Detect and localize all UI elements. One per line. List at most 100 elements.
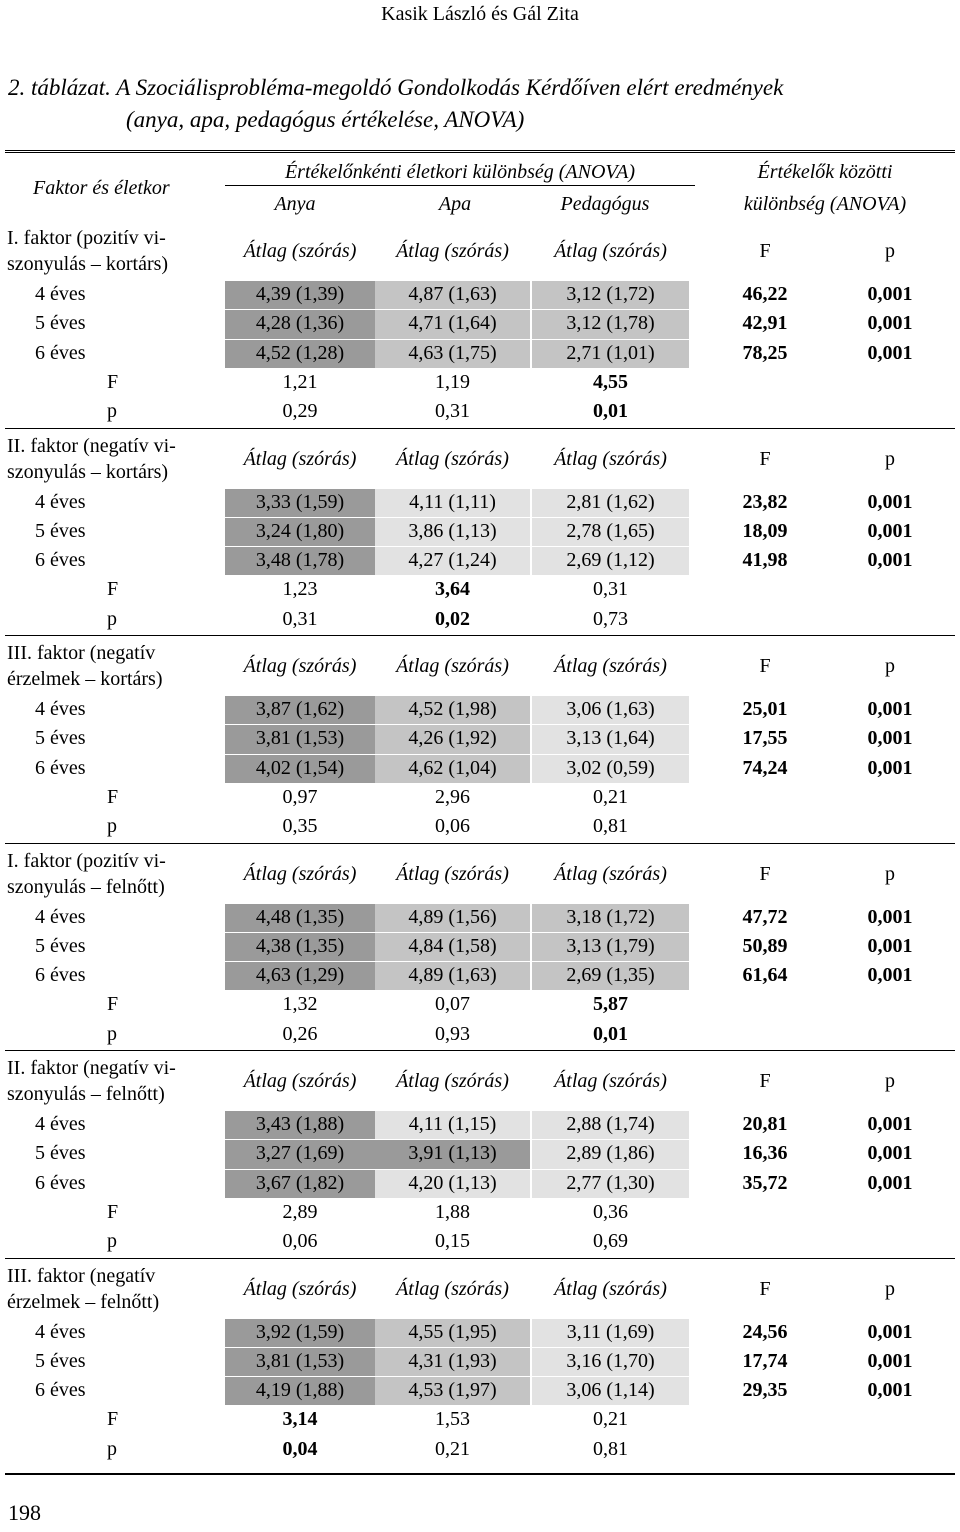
value-cell-shade [532,725,689,754]
page-number: 198 [8,1500,41,1525]
value-cell-shade [532,1169,689,1198]
value-cell-shade [225,1169,375,1198]
mean-sd-pedagogus: 3,06 (1,63) [566,698,655,720]
age-label: 4 éves [35,283,86,305]
section-title-line2: érzelmek – felnőtt) [7,1290,160,1313]
value-cell-shade [375,547,530,576]
subheader-mean-pedagogus: Átlag (szórás) [554,1070,667,1092]
stat-label-p: p [107,815,117,838]
age-label: 4 éves [35,698,86,720]
section-title-line1: II. faktor (negatív vi- [7,1057,176,1079]
mean-sd-anya: 4,28 (1,36) [255,312,345,335]
value-cell-shade [225,310,375,339]
value-cell-shade [532,1377,689,1406]
stat-label-p: p [107,1230,117,1253]
subheader-mean-apa: Átlag (szórás) [396,240,509,262]
stat-label-F: F [107,993,119,1016]
value-cell-shade [375,339,530,368]
mean-sd-pedagogus: 2,88 (1,74) [566,1113,655,1135]
within-F-pedagogus: 0,36 [593,1200,628,1223]
value-cell-shade [532,962,689,991]
between-p-value: 0,001 [867,727,913,750]
subheader-mean-pedagogus: Átlag (szórás) [554,1277,667,1300]
subheader-mean-anya: Átlag (szórás) [243,655,357,677]
age-label: 6 éves [35,341,86,364]
within-F-pedagogus: 0,31 [593,578,628,601]
value-cell-shade [225,1347,375,1377]
stat-label-F: F [107,370,119,393]
subheader-p: p [885,240,895,262]
mean-sd-apa: 3,91 (1,13) [408,1142,497,1165]
mean-sd-pedagogus: 2,69 (1,35) [566,964,655,987]
between-p-value: 0,001 [867,964,913,987]
stat-label-F: F [107,1200,119,1223]
mean-sd-anya: 3,24 (1,80) [255,519,345,542]
value-cell-shade [375,488,530,517]
between-F-value: 17,55 [742,727,788,750]
mean-sd-anya: 3,33 (1,59) [255,490,345,513]
within-F-pedagogus: 0,21 [593,785,628,808]
stat-label-p: p [107,1022,117,1045]
value-cell-shade [375,1377,530,1406]
mean-sd-apa: 4,52 (1,98) [408,698,497,720]
mean-sd-pedagogus: 2,81 (1,62) [566,490,655,513]
mean-sd-anya: 4,19 (1,88) [255,1379,345,1402]
subheader-mean-pedagogus: Átlag (szórás) [554,447,667,470]
running-header: Kasik László és Gál Zita [381,3,579,25]
caption-number: 2. táblázat. [8,75,111,100]
subheader-mean-apa: Átlag (szórás) [396,1277,509,1300]
section-divider [5,1050,955,1051]
age-label: 5 éves [35,1142,86,1165]
between-F-value: 50,89 [742,934,788,957]
mean-sd-pedagogus: 3,12 (1,78) [566,312,655,335]
age-label: 6 éves [35,756,86,779]
mean-sd-anya: 4,02 (1,54) [255,756,345,779]
value-cell-shade [225,1377,375,1406]
between-F-value: 74,24 [742,756,788,779]
col-header-anya: Anya [274,193,316,215]
mean-sd-apa: 4,84 (1,58) [408,934,497,957]
between-F-value: 24,56 [742,1320,788,1343]
value-cell-shade [225,754,375,783]
subheader-mean-anya: Átlag (szórás) [243,1277,357,1300]
within-F-anya: 3,14 [282,1408,318,1431]
within-p-apa: 0,15 [435,1230,470,1253]
within-p-apa: 0,31 [435,400,470,423]
value-cell-shade [225,488,375,517]
within-F-anya: 2,89 [282,1200,318,1223]
mean-sd-anya: 3,81 (1,53) [255,727,345,750]
age-label: 5 éves [35,312,86,335]
mean-sd-anya: 3,87 (1,62) [255,698,345,720]
age-label: 4 éves [35,1320,86,1343]
mean-sd-anya: 4,39 (1,39) [255,283,345,305]
subheader-mean-pedagogus: Átlag (szórás) [554,240,667,262]
within-p-pedagogus: 0,73 [593,607,628,630]
within-F-pedagogus: 0,21 [593,1408,628,1431]
within-F-pedagogus: 5,87 [593,993,628,1016]
col-header-within: Értékelőnkénti életkori különbség (ANOVA… [284,161,636,183]
mean-sd-apa: 4,55 (1,95) [408,1320,497,1343]
mean-sd-apa: 4,87 (1,63) [408,283,497,305]
mean-sd-pedagogus: 2,77 (1,30) [566,1171,655,1194]
mean-sd-anya: 3,81 (1,53) [255,1349,345,1372]
value-cell-shade [225,903,375,932]
value-cell-shade [532,339,689,368]
within-F-apa: 1,19 [435,370,470,393]
value-cell-shade [532,517,689,547]
between-p-value: 0,001 [867,756,913,779]
between-p-value: 0,001 [867,341,913,364]
age-label: 5 éves [35,1349,86,1372]
between-p-value: 0,001 [867,312,913,335]
subheader-F: F [759,1277,771,1300]
col-header-pedagogus: Pedagógus [560,193,650,215]
mean-sd-apa: 4,11 (1,15) [408,1113,497,1135]
within-p-apa: 0,02 [435,607,470,630]
within-p-pedagogus: 0,01 [593,400,628,423]
col-header-between-1: Értékelők közötti [757,161,893,183]
subheader-mean-apa: Átlag (szórás) [396,655,509,677]
mean-sd-apa: 4,26 (1,92) [408,727,497,750]
subheader-p: p [885,447,895,470]
between-p-value: 0,001 [867,1113,913,1135]
value-cell-shade [532,1140,689,1169]
section-title-line2: érzelmek – kortárs) [7,668,163,690]
